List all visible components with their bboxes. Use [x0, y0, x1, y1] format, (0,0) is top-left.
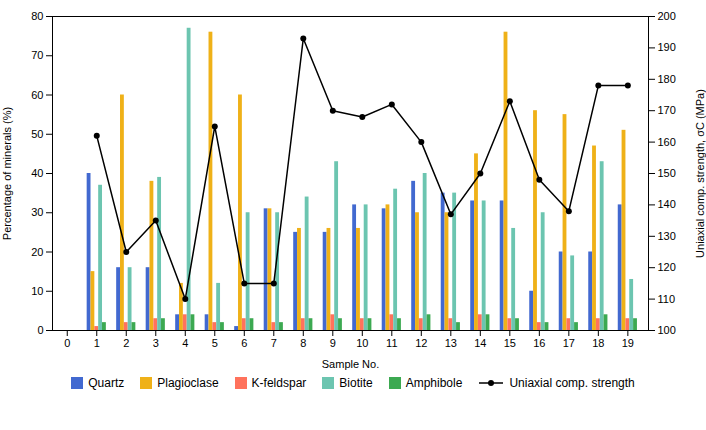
svg-text:200: 200 [658, 10, 676, 22]
svg-text:130: 130 [658, 230, 676, 242]
svg-text:12: 12 [415, 337, 427, 349]
svg-text:190: 190 [658, 41, 676, 53]
svg-text:10: 10 [31, 285, 43, 297]
svg-text:180: 180 [658, 73, 676, 85]
svg-text:140: 140 [658, 198, 676, 210]
html-text:Quartz: Quartz [88, 376, 125, 390]
svg-text:40: 40 [31, 167, 43, 179]
html-text:Biotite: Biotite [339, 376, 373, 390]
svg-text:16: 16 [533, 337, 545, 349]
svg-text:110: 110 [658, 293, 676, 305]
svg-text:0: 0 [37, 324, 43, 336]
svg-text:30: 30 [31, 206, 43, 218]
svg-text:70: 70 [31, 49, 43, 61]
svg-text:17: 17 [563, 337, 575, 349]
svg-text:150: 150 [658, 167, 676, 179]
svg-text:120: 120 [658, 261, 676, 273]
html-text:Uniaxial comp. strength: Uniaxial comp. strength [509, 376, 635, 390]
svg-text:Uniaxial comp. strength, σC (M: Uniaxial comp. strength, σC (MPa) [694, 89, 706, 258]
svg-text:8: 8 [300, 337, 306, 349]
html-text:Amphibole: Amphibole [405, 376, 463, 390]
svg-text:3: 3 [153, 337, 159, 349]
svg-text:6: 6 [241, 337, 247, 349]
svg-text:9: 9 [330, 337, 336, 349]
svg-text:7: 7 [271, 337, 277, 349]
svg-text:20: 20 [31, 246, 43, 258]
svg-text:11: 11 [386, 337, 397, 349]
svg-text:50: 50 [31, 128, 43, 140]
svg-text:15: 15 [504, 337, 516, 349]
svg-text:18: 18 [592, 337, 604, 349]
svg-text:160: 160 [658, 136, 676, 148]
svg-text:14: 14 [474, 337, 486, 349]
svg-text:Sample No.: Sample No. [322, 358, 379, 370]
html-text:K-feldspar: K-feldspar [251, 376, 307, 390]
svg-text:13: 13 [445, 337, 457, 349]
html-text:Plagioclase: Plagioclase [157, 376, 219, 390]
svg-text:0: 0 [64, 337, 70, 349]
svg-text:80: 80 [31, 10, 43, 22]
svg-text:60: 60 [31, 89, 43, 101]
svg-text:4: 4 [182, 337, 188, 349]
svg-text:10: 10 [356, 337, 368, 349]
svg-text:100: 100 [658, 324, 676, 336]
svg-text:Percentage of minerals (%): Percentage of minerals (%) [1, 107, 13, 240]
svg-text:170: 170 [658, 104, 676, 116]
svg-text:1: 1 [94, 337, 100, 349]
svg-text:19: 19 [622, 337, 634, 349]
svg-text:5: 5 [212, 337, 218, 349]
svg-text:2: 2 [123, 337, 129, 349]
